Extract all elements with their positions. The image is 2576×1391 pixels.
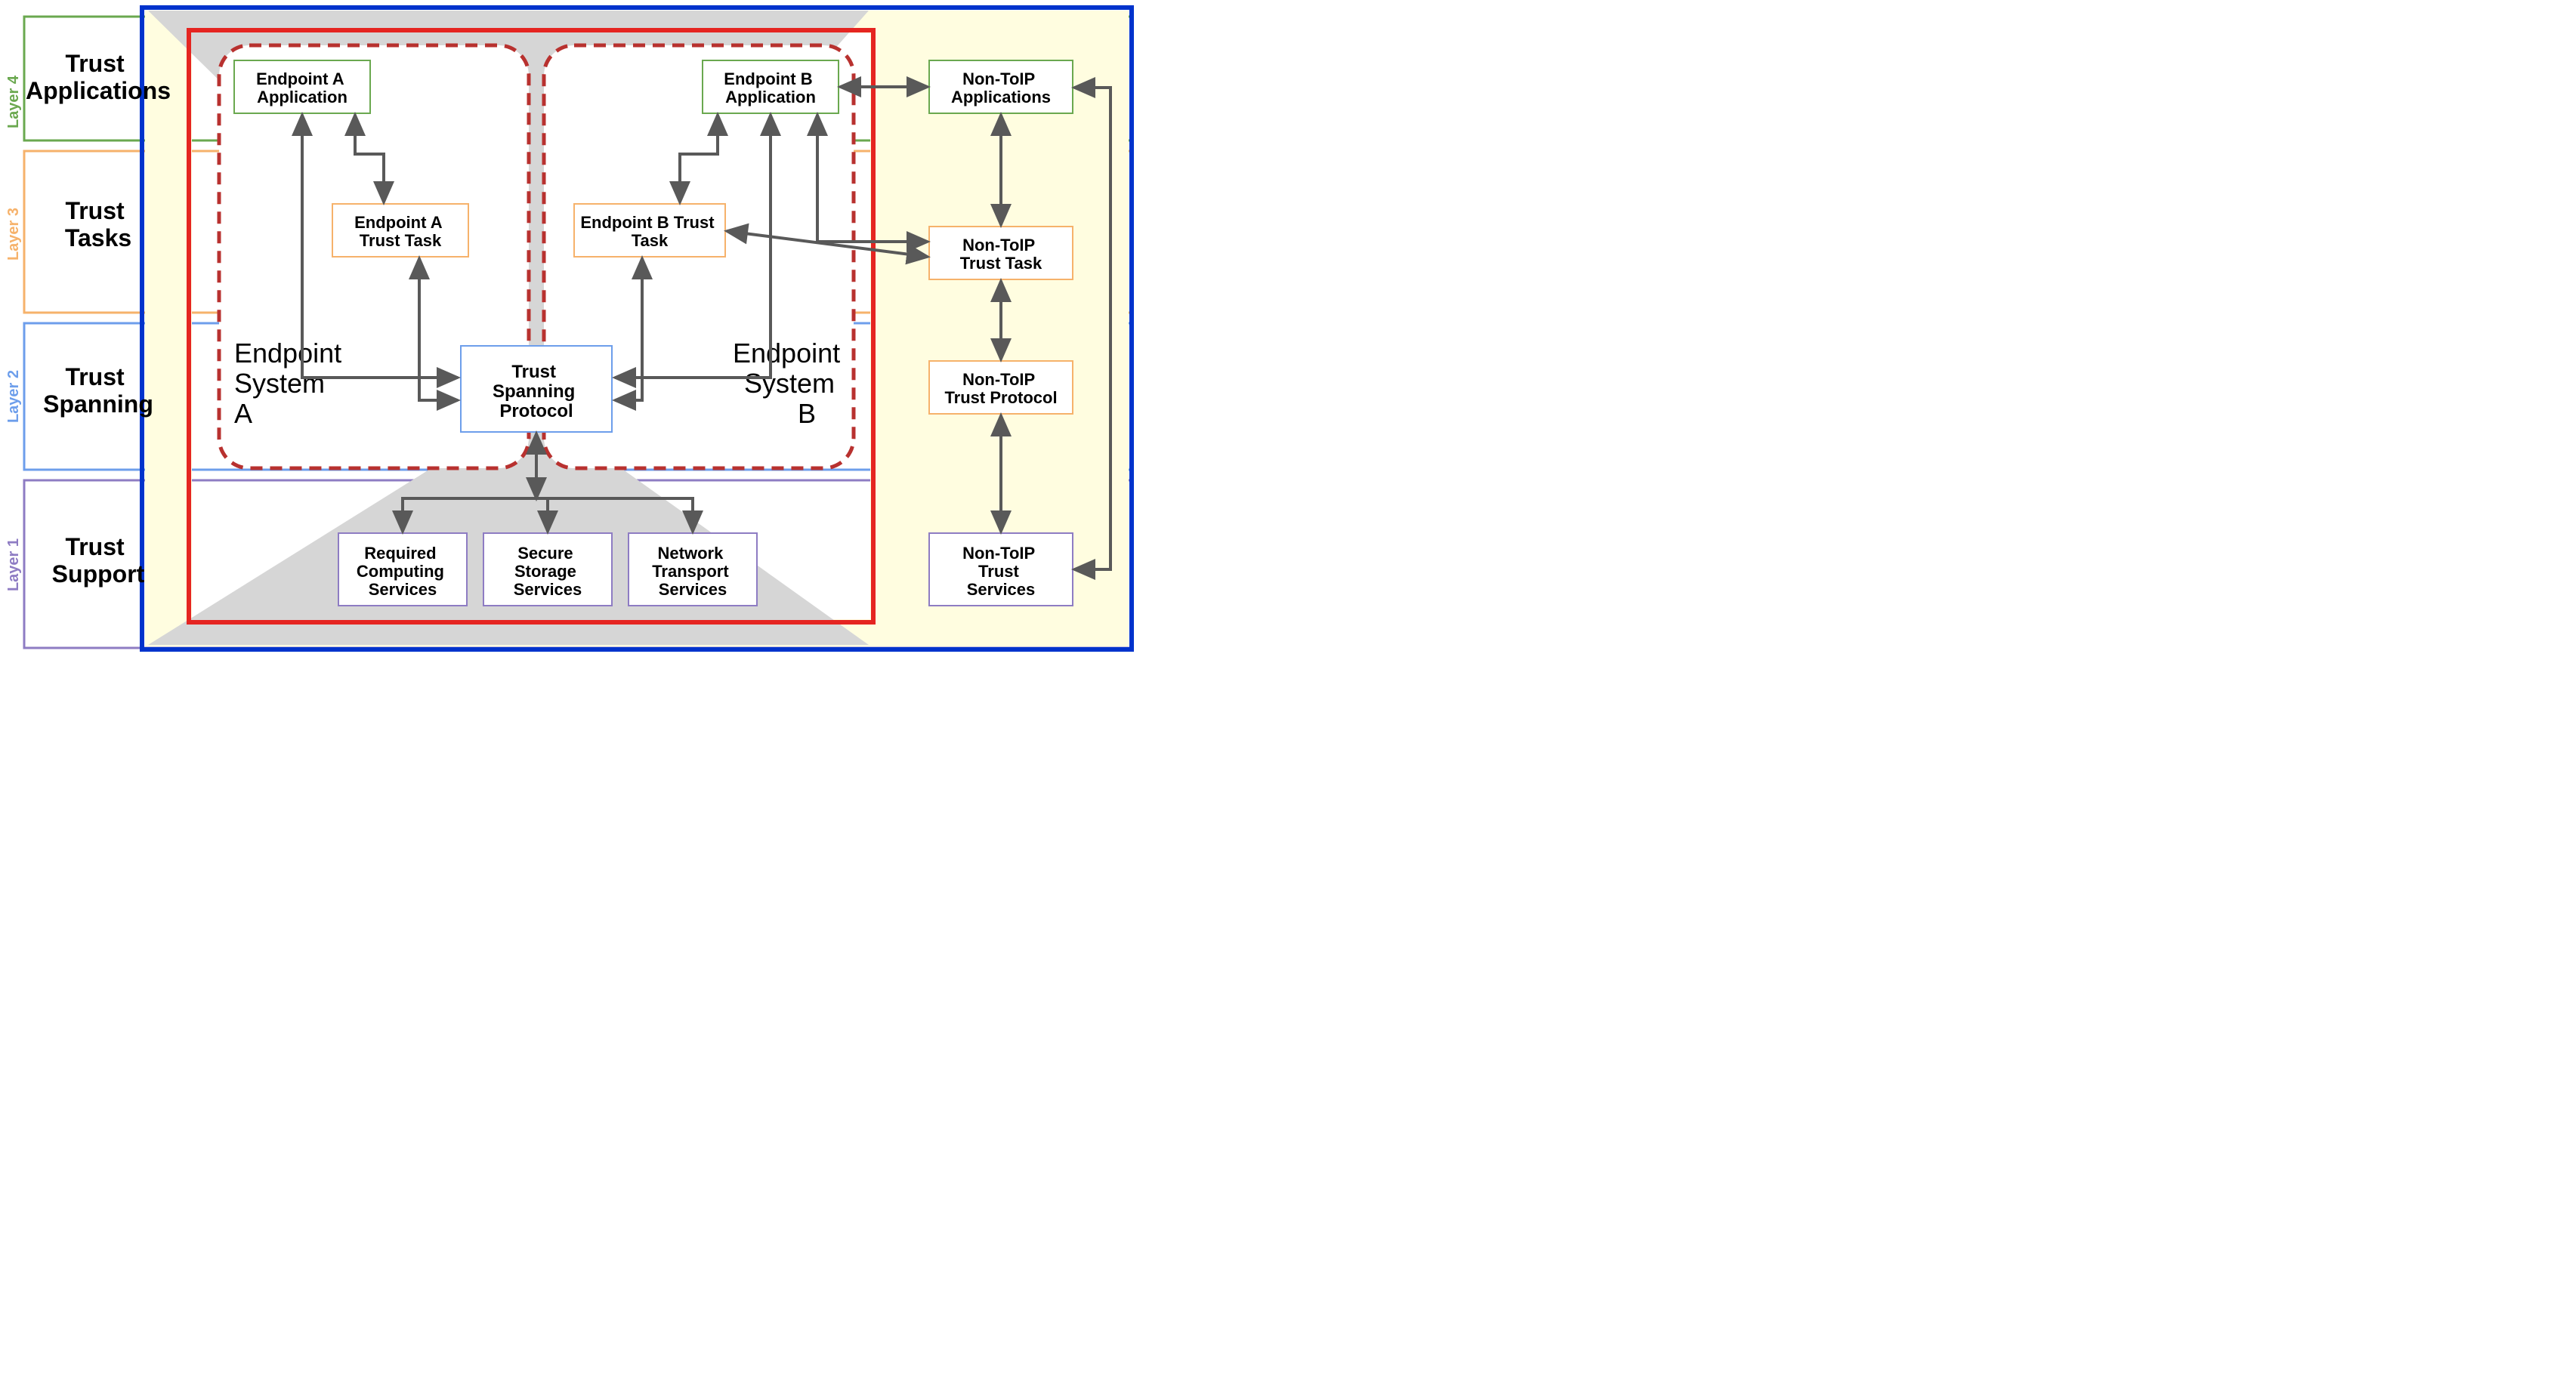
endpoint-b-app-text: Endpoint B Application <box>724 69 817 106</box>
endpoint-a-app-text: Endpoint A Application <box>256 69 348 106</box>
row3-title: Trust Tasks <box>65 197 131 251</box>
non-toip-task-text: Non-ToIP Trust Task <box>960 236 1042 273</box>
layer1-rot-label: Layer 1 <box>5 538 22 591</box>
sec-stor-text: Secure Storage Services <box>514 544 582 599</box>
endpoint-a-task-text: Endpoint A Trust Task <box>354 213 446 250</box>
layer2-rot-label: Layer 2 <box>5 370 22 423</box>
net-trans-text: Network Transport Services <box>652 544 734 599</box>
layer3-rot-label: Layer 3 <box>5 208 22 261</box>
row2-title: Trust Spanning <box>43 363 153 418</box>
non-toip-app-text: Non-ToIP Applications <box>951 69 1051 106</box>
layer4-rot-label: Layer 4 <box>5 75 22 128</box>
row1-title: Trust Support <box>52 533 145 588</box>
trust-architecture-diagram: Trust Applications Trust Tasks Trust Spa… <box>0 0 1148 657</box>
req-comp-text: Required Computing Services <box>357 544 449 599</box>
